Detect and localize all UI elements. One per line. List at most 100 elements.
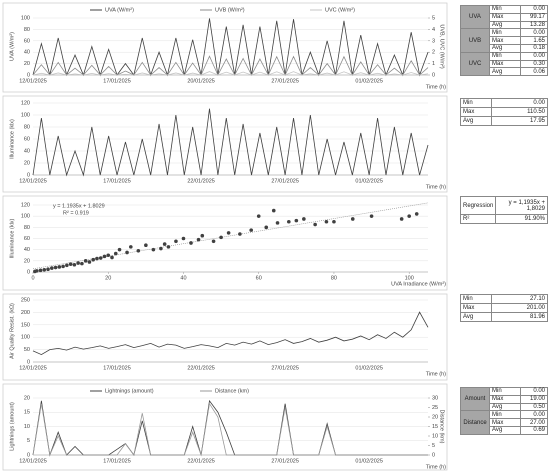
x-tick-label: 27/01/2025 [271, 458, 299, 464]
table-cell: Avg [489, 43, 521, 53]
y-tick-label: 100 [21, 112, 30, 118]
point [414, 212, 419, 216]
table-cell: R² [459, 214, 497, 224]
y-tick-label: 200 [21, 310, 30, 316]
table-row: Min 0.00 [460, 98, 548, 108]
x-tick-label: 40 [180, 275, 186, 281]
point [159, 246, 163, 251]
y-tick-label: 0 [27, 452, 30, 458]
table-cell: Max [489, 36, 521, 45]
y-tick-label: 0 [27, 269, 30, 275]
y-tick-label: 120 [21, 202, 30, 208]
y-tick-label: 80 [24, 27, 30, 33]
y2-axis-label: UVB, UVC (W/m²) [439, 24, 445, 68]
annotation: y = 1.1935x + 1.8029 [53, 203, 105, 209]
table-cell: Min [489, 51, 521, 61]
table-cell: Avg [489, 20, 521, 30]
table-cell: 91.90% [495, 214, 548, 224]
table-cell: 0.30 [520, 59, 548, 69]
table-cell: Min [489, 5, 521, 14]
legend-label: Distance (km) [215, 388, 249, 394]
x-axis-label: Time (h) [426, 371, 446, 377]
y-tick-label: 100 [21, 214, 30, 220]
y2-tick-label: 0 [432, 452, 435, 458]
x-tick-label: 01/02/2025 [355, 78, 383, 84]
point [332, 219, 336, 224]
x-tick-label: 01/02/2025 [355, 178, 383, 184]
table-cell: 0.00 [520, 51, 548, 61]
table-cell: 0.18 [520, 43, 548, 53]
table-cell: y = 1,1935x + 1,8029 [495, 196, 548, 215]
x-axis-label: Time (h) [426, 84, 446, 90]
point [34, 269, 39, 273]
point [174, 239, 178, 244]
point [61, 264, 65, 269]
point [95, 256, 99, 261]
y-axis-label: Illuminance (klx) [9, 119, 15, 159]
y2-tick-label: 4 [432, 27, 435, 33]
table-cell: 0.06 [520, 67, 548, 77]
table-cell: Max [489, 418, 521, 427]
table-row: Amount Min 0.00 [460, 386, 548, 412]
table-cell: Avg [489, 425, 521, 435]
table-cell: Max [489, 59, 521, 69]
table-cell: 0.00 [520, 5, 548, 14]
trend-line [32, 202, 429, 270]
table-cell: 1.65 [520, 36, 548, 45]
point [399, 217, 404, 221]
table-cell: 0.69 [520, 425, 548, 435]
x-tick-label: 60 [256, 275, 262, 281]
y-axis-label: Air Quality Resist. (kΩ) [9, 303, 15, 359]
point [144, 243, 148, 247]
table-cell: Max [489, 394, 521, 404]
point [68, 262, 73, 266]
table-cell: 0.00 [520, 28, 548, 38]
point [38, 268, 43, 273]
point [57, 265, 62, 269]
table-cell: Min [489, 28, 521, 38]
y-axis-label: Lightnings (amount) [9, 402, 15, 451]
table-row: Avg 81.96 [460, 312, 548, 322]
y2-tick-label: 5 [432, 15, 435, 21]
y2-tick-label: 20 [432, 414, 438, 420]
series-line [32, 311, 429, 356]
point [98, 256, 103, 260]
point [125, 250, 129, 255]
x-axis-label: Time (h) [426, 464, 446, 470]
table-cell: Max [460, 107, 492, 117]
table-cell: 13.28 [520, 20, 548, 30]
y-tick-label: 80 [24, 124, 30, 130]
y-tick-label: 60 [24, 236, 30, 242]
point [294, 218, 299, 223]
point [91, 257, 95, 262]
x-tick-label: 0 [31, 275, 34, 281]
x-tick-label: 22/01/2025 [187, 458, 215, 464]
series-line [32, 71, 429, 76]
table-cell: Max [460, 303, 492, 313]
y-tick-label: 20 [24, 61, 30, 67]
y-tick-label: 0 [27, 172, 30, 178]
y2-tick-label: 5 [432, 443, 435, 449]
y2-tick-label: 25 [432, 405, 438, 411]
legend-label: UVC (W/m²) [325, 7, 355, 13]
point [113, 251, 118, 256]
point [151, 247, 156, 252]
table-row: Max 110.50 [460, 107, 548, 117]
y-tick-label: 250 [21, 297, 30, 303]
y-tick-label: 5 [27, 438, 30, 444]
table-row: Avg 0.69 [461, 425, 548, 435]
point [106, 253, 111, 258]
y-tick-label: 10 [24, 424, 30, 430]
series-line [32, 402, 428, 457]
table-cell: 0.00 [491, 98, 548, 108]
point [350, 217, 355, 221]
table-cell: 27.00 [520, 418, 548, 427]
x-tick-label: 22/01/2025 [187, 365, 215, 371]
x-tick-label: 12/01/2025 [19, 458, 47, 464]
y2-tick-label: 0 [432, 72, 435, 78]
y-tick-label: 60 [24, 136, 30, 142]
point [407, 214, 411, 218]
point [76, 261, 80, 265]
stats-table: Amount Min 0.00 Max 19.00 Avg 0.50 Distance Min 0… [460, 386, 548, 435]
